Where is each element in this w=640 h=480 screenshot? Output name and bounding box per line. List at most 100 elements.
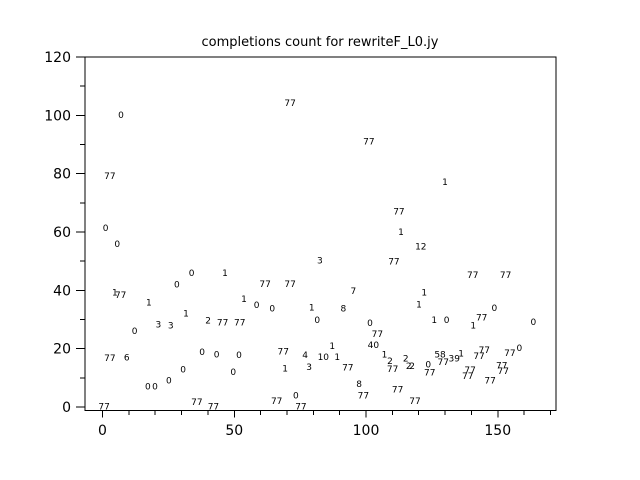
data-point-label: 77: [462, 372, 473, 382]
y-axis-tick-label: 60: [53, 225, 71, 241]
data-point-label: 0: [491, 304, 497, 314]
data-point-label: 12: [415, 242, 426, 252]
data-point-label: 1: [421, 289, 427, 299]
data-point-label: 0: [516, 344, 522, 354]
data-point-label: 77: [473, 352, 484, 362]
plot-frame: [84, 56, 557, 411]
data-point-label: 77: [504, 349, 515, 359]
data-point-label: 0: [114, 240, 120, 250]
data-point-label: 0: [132, 327, 138, 337]
data-point-label: 77: [104, 172, 115, 182]
y-axis-tick-label: 40: [53, 283, 71, 299]
y-axis-tick-label: 0: [62, 400, 71, 416]
data-point-label: 0: [314, 316, 320, 326]
data-point-label: 0: [189, 269, 195, 279]
data-point-label: 6: [124, 354, 130, 364]
data-point-label: 3: [168, 321, 174, 331]
data-point-label: 77: [496, 361, 507, 371]
data-point-label: 77: [479, 346, 490, 356]
data-point-label: 77: [104, 354, 115, 364]
data-point-label: 0: [293, 391, 299, 401]
x-axis-tick-label: 50: [225, 423, 243, 439]
data-point-label: 8: [356, 380, 362, 390]
data-point-label: 8: [340, 304, 346, 314]
data-point-label: 0: [166, 377, 172, 387]
data-point-label: 77: [342, 363, 353, 373]
data-point-label: 77: [98, 402, 109, 412]
data-point-label: 0: [214, 350, 220, 360]
data-point-label: 3: [317, 256, 323, 266]
data-point-label: 77: [259, 280, 270, 290]
data-point-label: 1: [442, 178, 448, 188]
data-point-label: 77: [464, 366, 475, 376]
data-point-label: 77: [498, 367, 509, 377]
data-point-label: 1: [282, 364, 288, 374]
data-point-label: 77: [271, 397, 282, 407]
data-point-label: 1: [222, 269, 228, 279]
data-point-label: 2: [403, 355, 409, 365]
data-point-label: 77: [284, 99, 295, 109]
data-point-label: 0: [180, 366, 186, 376]
data-point-label: 0: [174, 280, 180, 290]
data-point-label: 1: [241, 295, 247, 305]
data-point-label: 77: [295, 403, 306, 413]
data-point-label: 77: [217, 318, 228, 328]
data-point-label: 1: [183, 310, 189, 320]
data-point-label: 58: [434, 350, 446, 360]
x-axis-tick-label: 0: [98, 423, 107, 439]
data-point-label: 0: [103, 224, 109, 234]
data-point-label: 77: [191, 398, 202, 408]
data-point-label: 77: [476, 314, 487, 324]
data-point-label: 2: [409, 362, 415, 372]
data-point-label: 1: [329, 342, 335, 352]
y-axis-tick-label: 120: [44, 50, 71, 66]
data-point-label: 0: [230, 368, 236, 378]
data-point-label: 1: [416, 301, 422, 311]
data-point-label: 1: [382, 350, 388, 360]
data-point-label: 7: [350, 287, 356, 297]
y-axis-tick-label: 80: [53, 167, 71, 183]
data-point-label: 1: [458, 350, 464, 360]
data-point-label: 1: [334, 353, 340, 363]
data-point-label: 0: [425, 361, 431, 371]
data-point-label: 1: [470, 321, 476, 331]
data-point-label: 77: [208, 402, 219, 412]
data-point-label: 0: [254, 301, 260, 311]
y-axis-tick-label: 20: [53, 342, 71, 358]
data-point-label: 1: [309, 304, 315, 314]
data-point-label: 1: [146, 298, 152, 308]
data-point-label: 0: [444, 316, 450, 326]
data-point-label: 77: [409, 397, 420, 407]
data-point-label: 10: [318, 353, 330, 363]
data-point-label: 77: [388, 258, 399, 268]
data-point-label: 4: [302, 351, 308, 361]
x-axis-tick-label: 100: [353, 423, 380, 439]
data-point-label: 77: [500, 271, 511, 281]
data-point-label: 3: [155, 321, 161, 331]
data-point-label: 2: [387, 357, 393, 367]
data-point-label: 0: [367, 319, 373, 329]
data-point-label: 77: [387, 365, 398, 375]
data-point-label: 77: [424, 369, 435, 379]
y-axis-tick-label: 100: [44, 108, 71, 124]
data-point-label: 39: [449, 355, 461, 365]
data-point-label: 40: [368, 341, 380, 351]
chart-title: completions count for rewriteF_L0.jy: [201, 35, 439, 50]
data-point-label: 3: [306, 363, 312, 373]
data-point-label: 77: [234, 318, 245, 328]
data-point-label: 2: [406, 362, 412, 372]
data-point-label: 77: [393, 207, 404, 217]
data-point-label: 77: [284, 280, 295, 290]
data-point-label: 77: [363, 137, 374, 147]
data-point-label: 0: [145, 382, 151, 392]
data-point-label: 0: [269, 304, 275, 314]
x-axis-tick-label: 150: [484, 423, 511, 439]
data-point-label: 1: [398, 228, 404, 238]
data-point-label: 77: [278, 347, 289, 357]
data-point-label: 77: [484, 377, 495, 387]
data-point-label: 77: [115, 291, 126, 301]
data-point-label: 2: [205, 316, 211, 326]
data-point-label: 1: [112, 289, 118, 299]
